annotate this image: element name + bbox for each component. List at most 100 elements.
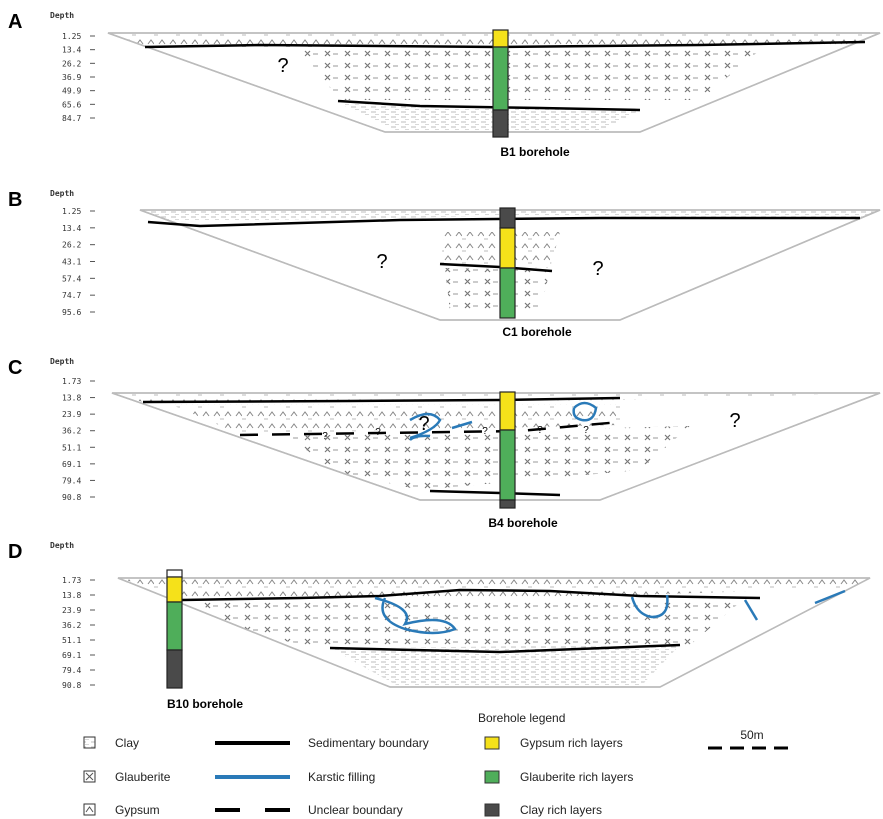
glauberite-layer-box bbox=[484, 770, 500, 784]
unknown-mark: ? bbox=[322, 431, 328, 442]
glauberite-x bbox=[85, 772, 94, 781]
legend-label: Unclear boundary bbox=[308, 803, 403, 817]
depth-label: 13.4 bbox=[62, 224, 81, 233]
karstic-filling bbox=[409, 412, 442, 440]
basin-fill bbox=[108, 33, 880, 132]
depth-label: 79.4 bbox=[62, 476, 81, 485]
karstic-filling bbox=[409, 434, 431, 441]
basin-edge bbox=[107, 32, 881, 133]
depth-label: 90.8 bbox=[62, 681, 81, 690]
unknown-mark: ? bbox=[583, 425, 589, 436]
unknown-mark: ? bbox=[277, 55, 288, 77]
borehole-layer bbox=[499, 267, 516, 319]
depth-label: 13.4 bbox=[62, 46, 81, 55]
depth-label: 36.2 bbox=[62, 427, 81, 436]
legend-label: Glauberite bbox=[115, 770, 171, 784]
basin-edge bbox=[111, 392, 881, 501]
depth-label: 69.1 bbox=[62, 460, 81, 469]
scale-label: 50m bbox=[740, 728, 763, 742]
borehole-label: B4 borehole bbox=[488, 516, 558, 530]
depth-label: 1.73 bbox=[62, 377, 81, 386]
borehole-layer bbox=[499, 227, 516, 269]
lithology-region bbox=[445, 268, 550, 312]
basin-edge bbox=[139, 209, 881, 321]
legend-label: Gypsum rich layers bbox=[520, 736, 623, 750]
depth-label: 51.1 bbox=[62, 636, 81, 645]
legend-title: Borehole legend bbox=[478, 711, 565, 725]
karstic-filling bbox=[814, 589, 846, 605]
panel-letter: B bbox=[8, 189, 22, 211]
panel: B Depth 1.25 13.4 26.2 43.1 57.4 74.7 95.6 C1 bor… bbox=[8, 189, 881, 339]
lithology-region bbox=[200, 598, 745, 648]
sedimentary-boundary bbox=[181, 588, 761, 602]
lithology-region bbox=[118, 578, 870, 600]
depth-label: 26.2 bbox=[62, 59, 81, 68]
panel-letter: D bbox=[8, 541, 22, 563]
legend-label: Clay rich layers bbox=[520, 803, 602, 817]
depth-label: 69.1 bbox=[62, 651, 81, 660]
borehole-layer bbox=[166, 601, 183, 651]
depth-label: 90.8 bbox=[62, 493, 81, 502]
karstic-filling bbox=[451, 420, 473, 430]
basin-fill bbox=[118, 578, 870, 687]
depth-label: 65.6 bbox=[62, 100, 81, 109]
depth-label: 49.9 bbox=[62, 87, 81, 96]
legend: Clay Glauberite Gypsum Sedimentary bound… bbox=[83, 711, 795, 817]
borehole-layer bbox=[492, 29, 509, 48]
borehole-label: C1 borehole bbox=[502, 325, 572, 339]
clay-layer-box bbox=[484, 803, 500, 817]
lithology-region bbox=[290, 426, 690, 490]
legend-label: Karstic filling bbox=[308, 770, 375, 784]
legend-label: Gypsum bbox=[115, 803, 160, 817]
borehole-layer bbox=[492, 109, 509, 138]
unknown-mark: ? bbox=[376, 251, 387, 273]
panel: D Depth 1.73 13.8 23.9 36.2 51.1 69.1 79.4 90.8 B1… bbox=[8, 541, 871, 711]
legend-label: Sedimentary boundary bbox=[308, 736, 429, 750]
sedimentary-boundary bbox=[147, 216, 860, 228]
depth-label: 74.7 bbox=[62, 291, 81, 300]
depth-label: 23.9 bbox=[62, 410, 81, 419]
depth-title: Depth bbox=[50, 11, 74, 20]
borehole-layer bbox=[166, 569, 183, 578]
depth-label: 1.25 bbox=[62, 32, 81, 41]
lithology-region bbox=[112, 393, 880, 402]
unknown-mark: ? bbox=[729, 410, 740, 432]
borehole-layer bbox=[499, 499, 516, 509]
sedimentary-boundary bbox=[142, 396, 621, 404]
borehole-layer bbox=[166, 649, 183, 689]
lithology-region bbox=[300, 50, 760, 100]
clay-symbol bbox=[83, 736, 96, 749]
unknown-mark: ? bbox=[482, 426, 488, 437]
depth-label: 1.73 bbox=[62, 576, 81, 585]
gypsum-caret bbox=[85, 806, 94, 813]
depth-label: 26.2 bbox=[62, 241, 81, 250]
karstic-filling bbox=[630, 594, 669, 619]
lithology-region bbox=[340, 104, 640, 132]
depth-label: 23.9 bbox=[62, 606, 81, 615]
karstic-filling bbox=[374, 596, 457, 635]
karstic-filling bbox=[572, 401, 598, 422]
unknown-mark: ? bbox=[537, 425, 543, 436]
depth-label: 51.1 bbox=[62, 443, 81, 452]
panel: C Depth 1.73 13.8 23.9 36.2 51.1 69.1 79.4 90.8 B4… bbox=[8, 357, 881, 530]
depth-label: 1.25 bbox=[62, 207, 81, 216]
panel-letter: A bbox=[8, 11, 22, 33]
depth-label: 13.8 bbox=[62, 394, 81, 403]
gypsum-symbol bbox=[83, 803, 96, 816]
sedimentary-boundary bbox=[337, 99, 641, 112]
unknown-mark: ? bbox=[592, 258, 603, 280]
depth-label: 84.7 bbox=[62, 114, 81, 123]
depth-label: 36.2 bbox=[62, 621, 81, 630]
unknown-mark: ? bbox=[375, 427, 381, 438]
borehole-layer bbox=[499, 207, 516, 229]
borehole-layer bbox=[499, 429, 516, 501]
borehole-layer bbox=[166, 576, 183, 603]
legend-label: Glauberite rich layers bbox=[520, 770, 633, 784]
depth-label: 36.9 bbox=[62, 73, 81, 82]
borehole-layer bbox=[492, 46, 509, 111]
depth-label: 13.8 bbox=[62, 591, 81, 600]
sedimentary-boundary bbox=[329, 643, 681, 654]
depth-title: Depth bbox=[50, 189, 74, 198]
gypsum-layer-box bbox=[484, 736, 500, 750]
depth-label: 57.4 bbox=[62, 274, 81, 283]
